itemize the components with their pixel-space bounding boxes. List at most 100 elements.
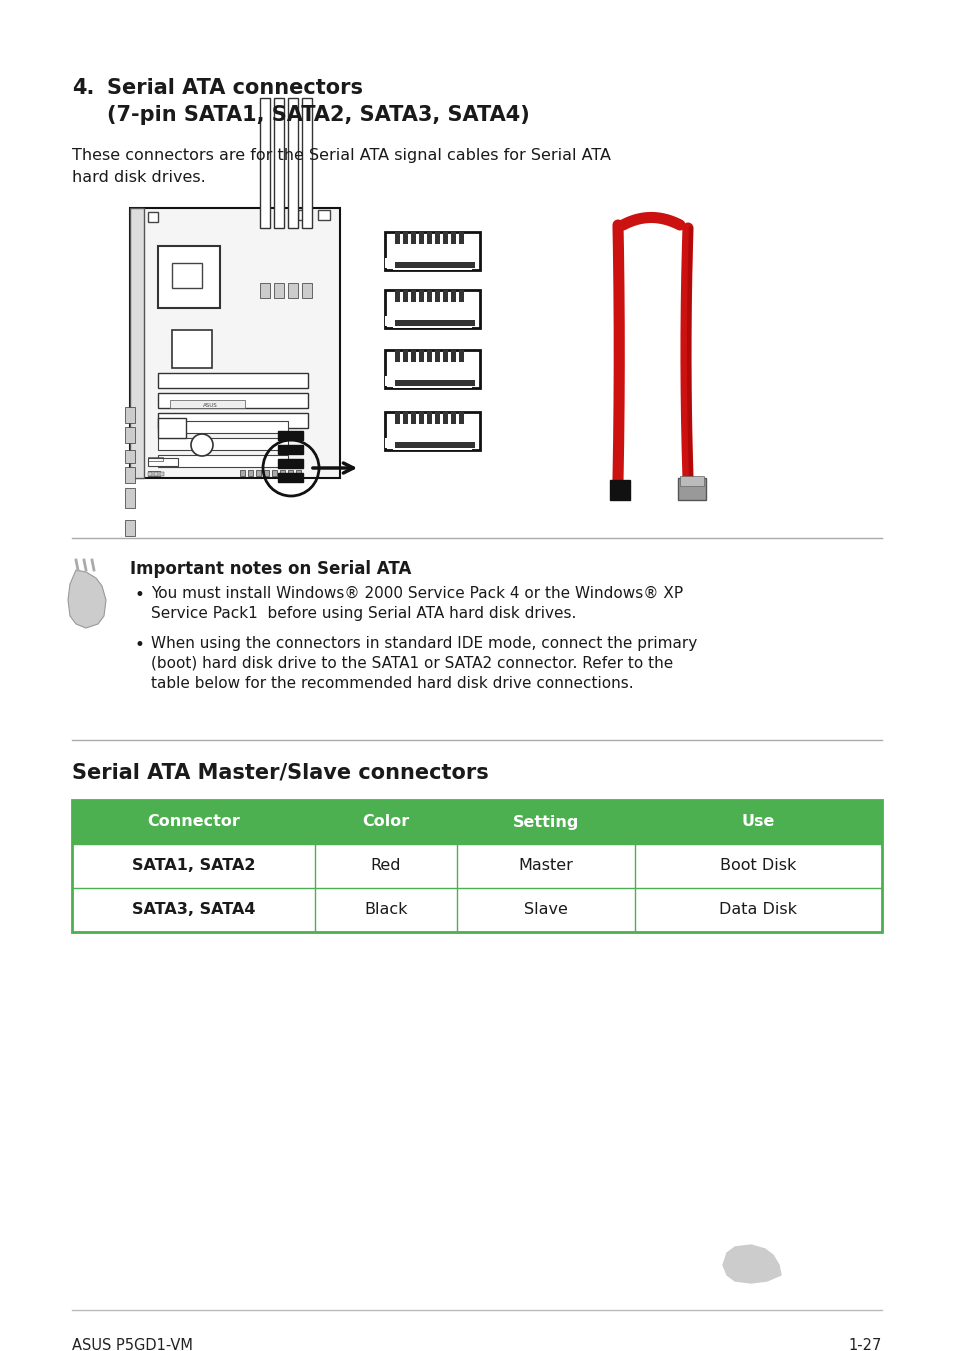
Bar bbox=[158, 413, 308, 428]
Bar bbox=[317, 209, 330, 220]
Bar bbox=[435, 232, 439, 245]
Text: Black: Black bbox=[364, 902, 407, 917]
Bar bbox=[158, 393, 308, 408]
Bar bbox=[255, 470, 261, 476]
Bar bbox=[385, 412, 479, 450]
Bar bbox=[160, 471, 164, 476]
Bar bbox=[71, 888, 882, 932]
Bar bbox=[411, 350, 416, 362]
Bar bbox=[153, 471, 158, 476]
Bar bbox=[125, 427, 135, 443]
Bar bbox=[427, 232, 432, 245]
Bar bbox=[395, 232, 399, 245]
Bar bbox=[442, 350, 448, 362]
Text: You must install Windows® 2000 Service Pack 4 or the Windows® XP: You must install Windows® 2000 Service P… bbox=[151, 586, 682, 601]
Bar bbox=[411, 290, 416, 303]
Bar bbox=[393, 378, 472, 388]
Bar bbox=[393, 259, 472, 270]
Bar bbox=[264, 470, 269, 476]
Bar bbox=[172, 263, 202, 288]
Bar bbox=[385, 438, 395, 449]
Bar bbox=[418, 290, 423, 303]
Bar bbox=[411, 232, 416, 245]
Text: Important notes on Serial ATA: Important notes on Serial ATA bbox=[130, 561, 411, 578]
Bar bbox=[395, 290, 399, 303]
Text: Color: Color bbox=[362, 815, 409, 830]
Bar bbox=[427, 412, 432, 424]
Bar bbox=[393, 317, 472, 328]
Text: ASUS: ASUS bbox=[202, 403, 217, 408]
Text: Serial ATA Master/Slave connectors: Serial ATA Master/Slave connectors bbox=[71, 762, 488, 782]
Bar bbox=[172, 330, 212, 367]
Bar bbox=[297, 209, 310, 220]
Bar bbox=[71, 844, 882, 888]
Bar bbox=[458, 232, 463, 245]
Bar bbox=[402, 350, 408, 362]
Bar bbox=[451, 350, 456, 362]
Bar bbox=[158, 438, 288, 450]
Text: SATA1, SATA2: SATA1, SATA2 bbox=[132, 858, 255, 874]
Bar bbox=[395, 350, 399, 362]
Bar bbox=[288, 282, 297, 299]
Bar bbox=[390, 262, 475, 267]
Bar bbox=[451, 232, 456, 245]
Bar bbox=[288, 99, 297, 228]
Text: Red: Red bbox=[370, 858, 400, 874]
Bar bbox=[458, 412, 463, 424]
Bar bbox=[277, 459, 303, 467]
Bar bbox=[427, 290, 432, 303]
Bar bbox=[678, 478, 705, 500]
Text: (7-pin SATA1, SATA2, SATA3, SATA4): (7-pin SATA1, SATA2, SATA3, SATA4) bbox=[107, 105, 529, 126]
Text: (boot) hard disk drive to the SATA1 or SATA2 connector. Refer to the: (boot) hard disk drive to the SATA1 or S… bbox=[151, 657, 673, 671]
Bar bbox=[402, 290, 408, 303]
Bar bbox=[148, 471, 152, 476]
Bar bbox=[125, 488, 135, 508]
Bar bbox=[418, 232, 423, 245]
Bar bbox=[451, 290, 456, 303]
Bar bbox=[302, 282, 312, 299]
Bar bbox=[385, 350, 479, 388]
Polygon shape bbox=[722, 1246, 781, 1283]
Circle shape bbox=[191, 434, 213, 457]
Bar bbox=[274, 282, 284, 299]
Bar bbox=[260, 282, 270, 299]
Bar bbox=[385, 290, 479, 328]
Bar bbox=[288, 470, 293, 476]
Bar bbox=[148, 457, 163, 461]
Bar bbox=[385, 232, 479, 270]
Bar bbox=[390, 380, 475, 386]
Bar bbox=[418, 350, 423, 362]
Bar bbox=[240, 470, 245, 476]
Text: hard disk drives.: hard disk drives. bbox=[71, 170, 206, 185]
Bar bbox=[385, 258, 395, 267]
Bar bbox=[272, 470, 276, 476]
Bar bbox=[395, 412, 399, 424]
Text: ASUS P5GD1-VM: ASUS P5GD1-VM bbox=[71, 1337, 193, 1351]
Bar bbox=[393, 440, 472, 450]
Bar bbox=[385, 376, 395, 386]
Text: These connectors are for the Serial ATA signal cables for Serial ATA: These connectors are for the Serial ATA … bbox=[71, 149, 610, 163]
Bar bbox=[71, 800, 882, 844]
Bar bbox=[158, 422, 288, 434]
Text: SATA3, SATA4: SATA3, SATA4 bbox=[132, 902, 255, 917]
Text: Master: Master bbox=[517, 858, 573, 874]
Bar bbox=[158, 455, 288, 467]
Bar bbox=[609, 480, 629, 500]
Text: Data Disk: Data Disk bbox=[719, 902, 797, 917]
Bar bbox=[280, 470, 285, 476]
Bar bbox=[158, 417, 186, 438]
Text: 4.: 4. bbox=[71, 78, 94, 99]
Bar bbox=[435, 412, 439, 424]
Bar bbox=[295, 470, 301, 476]
Text: Use: Use bbox=[741, 815, 775, 830]
Text: Service Pack1  before using Serial ATA hard disk drives.: Service Pack1 before using Serial ATA ha… bbox=[151, 607, 576, 621]
Text: Slave: Slave bbox=[523, 902, 567, 917]
Bar bbox=[402, 412, 408, 424]
Text: 1-27: 1-27 bbox=[848, 1337, 882, 1351]
Text: table below for the recommended hard disk drive connections.: table below for the recommended hard dis… bbox=[151, 676, 633, 690]
Bar bbox=[679, 476, 703, 486]
Bar bbox=[71, 800, 882, 932]
Bar bbox=[130, 208, 144, 478]
Bar bbox=[125, 467, 135, 484]
Bar bbox=[125, 450, 135, 463]
